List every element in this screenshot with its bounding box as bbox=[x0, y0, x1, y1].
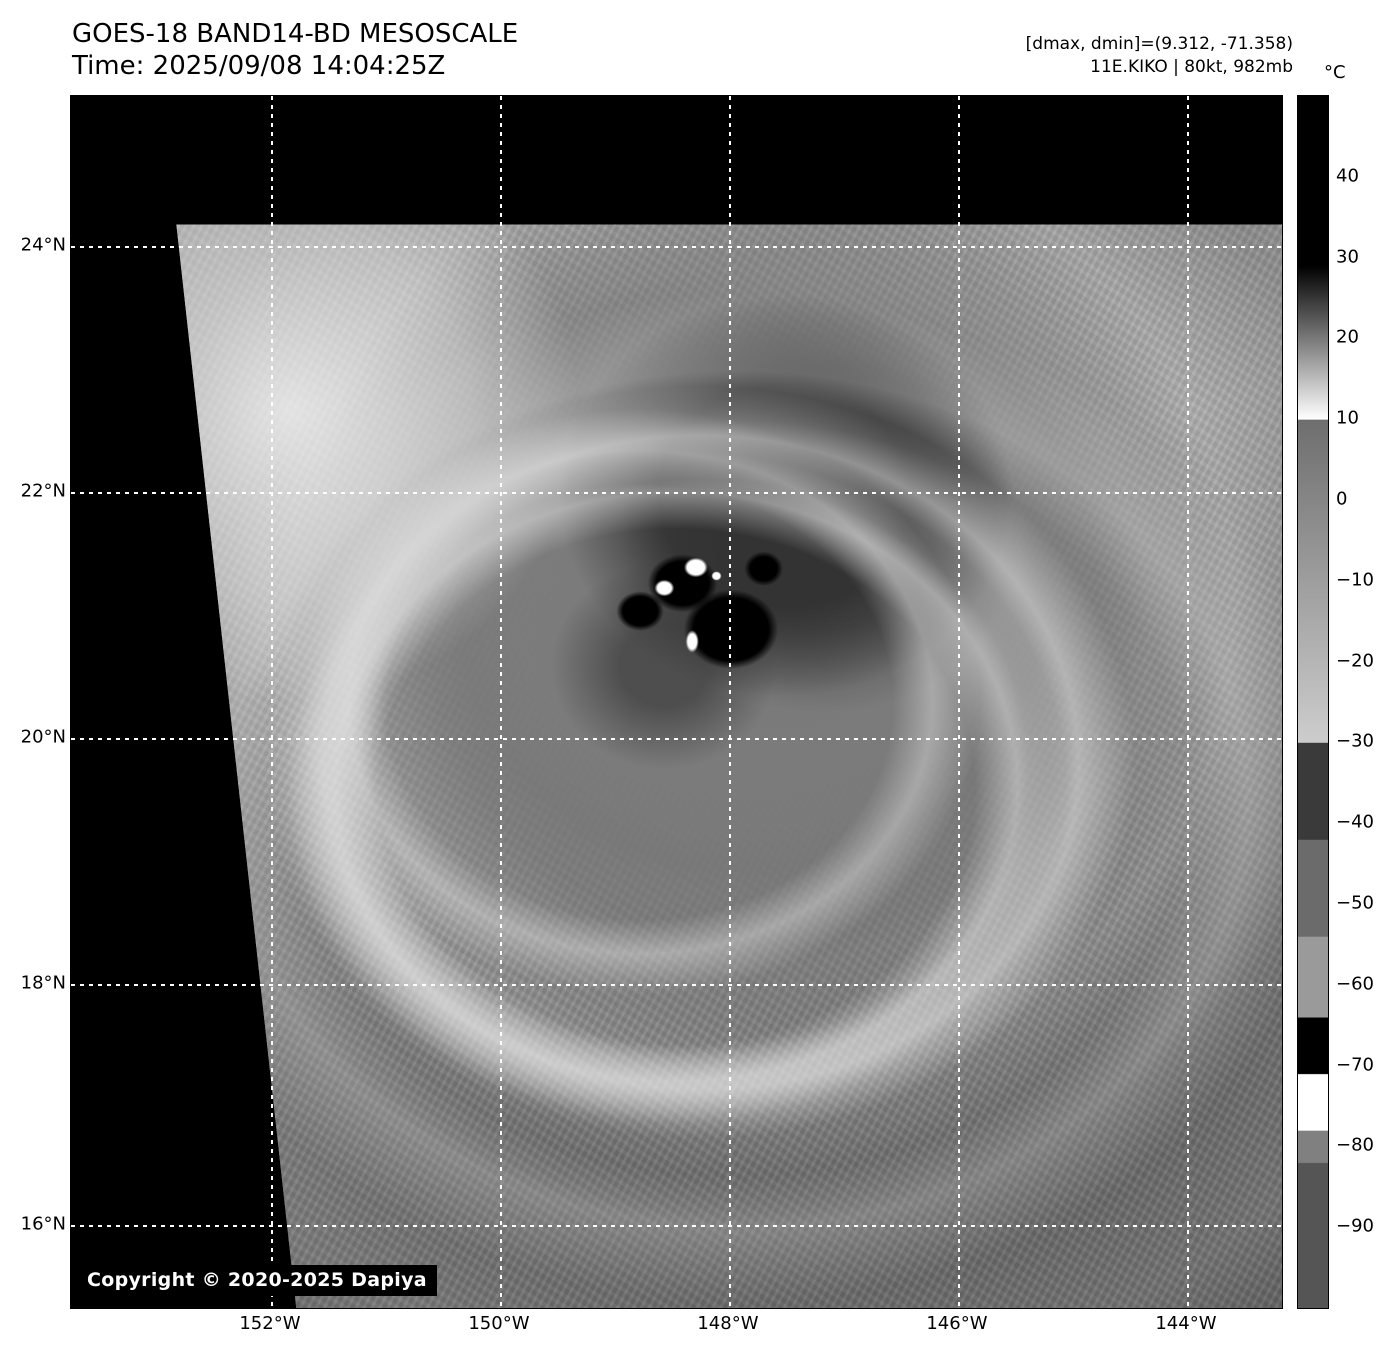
colorbar-tick-0: 0 bbox=[1336, 489, 1347, 510]
colorbar-tick--20: −20 bbox=[1336, 650, 1374, 671]
satellite-data-swath bbox=[71, 96, 1282, 1308]
dmax-dmin-label: [dmax, dmin]=(9.312, -71.358) bbox=[1026, 33, 1293, 56]
lat-tick-label-16: 16°N bbox=[21, 1213, 66, 1234]
lon-tick-label-150: 150°W bbox=[468, 1313, 529, 1334]
colorbar-tick--70: −70 bbox=[1336, 1054, 1374, 1075]
gridline-lon-146 bbox=[958, 96, 960, 1308]
gridline-lat-18 bbox=[71, 984, 1282, 986]
lon-tick-label-144: 144°W bbox=[1155, 1313, 1216, 1334]
plot-inner: Copyright © 2020-2025 Dapiya bbox=[71, 96, 1282, 1308]
colorbar-tick-20: 20 bbox=[1336, 327, 1359, 348]
lat-tick-label-24: 24°N bbox=[21, 235, 66, 256]
colorbar-tick-30: 30 bbox=[1336, 246, 1359, 267]
copyright-banner: Copyright © 2020-2025 Dapiya bbox=[77, 1265, 437, 1296]
lon-tick-label-152: 152°W bbox=[239, 1313, 300, 1334]
colorbar-tick--90: −90 bbox=[1336, 1216, 1374, 1237]
overshooting-tops bbox=[71, 96, 1282, 1308]
colorbar-tick--80: −80 bbox=[1336, 1135, 1374, 1156]
gridline-lon-144 bbox=[1187, 96, 1189, 1308]
lat-tick-label-22: 22°N bbox=[21, 480, 66, 501]
header-right-block: [dmax, dmin]=(9.312, -71.358) 11E.KIKO |… bbox=[1026, 33, 1293, 79]
lon-tick-label-148: 148°W bbox=[697, 1313, 758, 1334]
timestamp-label: Time: 2025/09/08 14:04:25Z bbox=[72, 50, 518, 82]
colorbar-tick-40: 40 bbox=[1336, 165, 1359, 186]
lat-tick-label-20: 20°N bbox=[21, 726, 66, 747]
satellite-image-plot[interactable]: Copyright © 2020-2025 Dapiya bbox=[70, 95, 1283, 1309]
page-title: GOES-18 BAND14-BD MESOSCALE bbox=[72, 18, 518, 50]
gridline-lon-152 bbox=[271, 96, 273, 1308]
colorbar-unit-label: °C bbox=[1324, 62, 1346, 83]
colorbar-tick--60: −60 bbox=[1336, 973, 1374, 994]
colorbar-tick-10: 10 bbox=[1336, 408, 1359, 429]
header-left-block: GOES-18 BAND14-BD MESOSCALE Time: 2025/0… bbox=[72, 18, 518, 82]
gridline-lon-148 bbox=[729, 96, 731, 1308]
colorbar[interactable] bbox=[1297, 95, 1329, 1309]
colorbar-tick--40: −40 bbox=[1336, 812, 1374, 833]
storm-info-label: 11E.KIKO | 80kt, 982mb bbox=[1026, 56, 1293, 79]
gridline-lon-150 bbox=[500, 96, 502, 1308]
gridline-lat-24 bbox=[71, 246, 1282, 248]
gridline-lat-20 bbox=[71, 738, 1282, 740]
colorbar-tick--10: −10 bbox=[1336, 569, 1374, 590]
lat-tick-label-18: 18°N bbox=[21, 972, 66, 993]
colorbar-gradient bbox=[1298, 96, 1328, 1308]
gridline-lat-22 bbox=[71, 492, 1282, 494]
lon-tick-label-146: 146°W bbox=[926, 1313, 987, 1334]
gridline-lat-16 bbox=[71, 1225, 1282, 1227]
colorbar-tick--30: −30 bbox=[1336, 731, 1374, 752]
colorbar-tick--50: −50 bbox=[1336, 893, 1374, 914]
